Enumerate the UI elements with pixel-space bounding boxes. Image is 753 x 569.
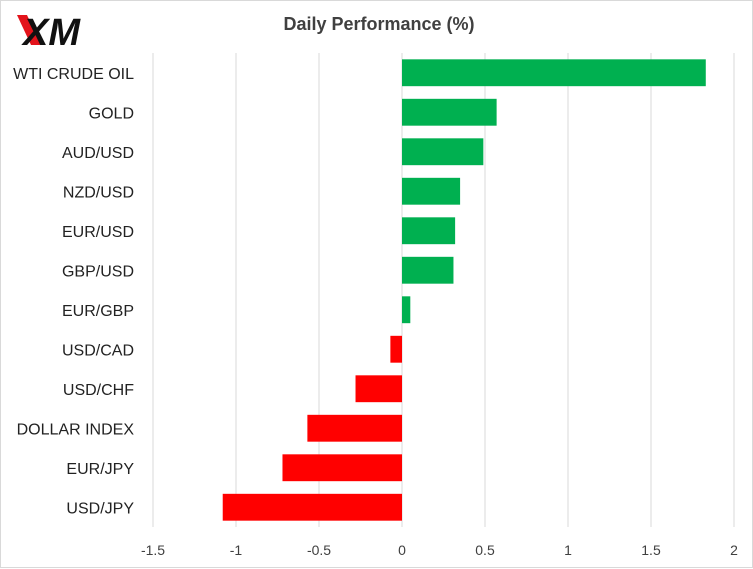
bar xyxy=(390,335,402,363)
xm-logo-text: XM xyxy=(21,12,81,54)
bar xyxy=(307,414,402,442)
bar xyxy=(402,98,497,126)
category-label: GBP/USD xyxy=(62,263,134,280)
x-tick-label: 0.5 xyxy=(475,542,495,558)
bar xyxy=(282,454,402,482)
xm-logo-accent-mark xyxy=(17,15,41,45)
bar xyxy=(222,493,402,521)
x-tick-label: -0.5 xyxy=(307,542,331,558)
bar xyxy=(402,296,411,324)
category-label: EUR/JPY xyxy=(66,461,134,478)
gridlines xyxy=(152,53,735,527)
x-tick-label: 0 xyxy=(398,542,406,558)
bar xyxy=(402,177,461,205)
category-label: AUD/USD xyxy=(62,145,134,162)
bar xyxy=(355,375,402,403)
bar xyxy=(402,217,456,245)
category-label: WTI CRUDE OIL xyxy=(13,66,134,83)
category-labels: WTI CRUDE OIL GOLD AUD/USD NZD/USD EUR/USD GB… xyxy=(13,66,134,518)
x-tick-label: -1 xyxy=(230,542,243,558)
category-label: USD/CAD xyxy=(62,342,134,359)
xm-logo: XM xyxy=(17,12,81,54)
chart-title: Daily Performance (%) xyxy=(283,14,474,34)
bars xyxy=(222,59,706,521)
bar xyxy=(402,256,454,284)
category-label: USD/CHF xyxy=(63,382,134,399)
bar xyxy=(402,59,706,87)
category-label: NZD/USD xyxy=(63,184,134,201)
category-label: GOLD xyxy=(89,105,134,122)
x-tick-label: 2 xyxy=(730,542,738,558)
category-label: USD/JPY xyxy=(66,500,134,517)
x-tick-label: -1.5 xyxy=(141,542,165,558)
category-label: EUR/GBP xyxy=(62,303,134,320)
x-tick-label: 1.5 xyxy=(641,542,661,558)
category-label: DOLLAR INDEX xyxy=(17,421,135,438)
category-label: EUR/USD xyxy=(62,224,134,241)
x-tick-label: 1 xyxy=(564,542,572,558)
bar xyxy=(402,138,484,166)
x-axis-tick-labels: -1.5 -1 -0.5 0 0.5 1 1.5 2 xyxy=(141,542,738,558)
